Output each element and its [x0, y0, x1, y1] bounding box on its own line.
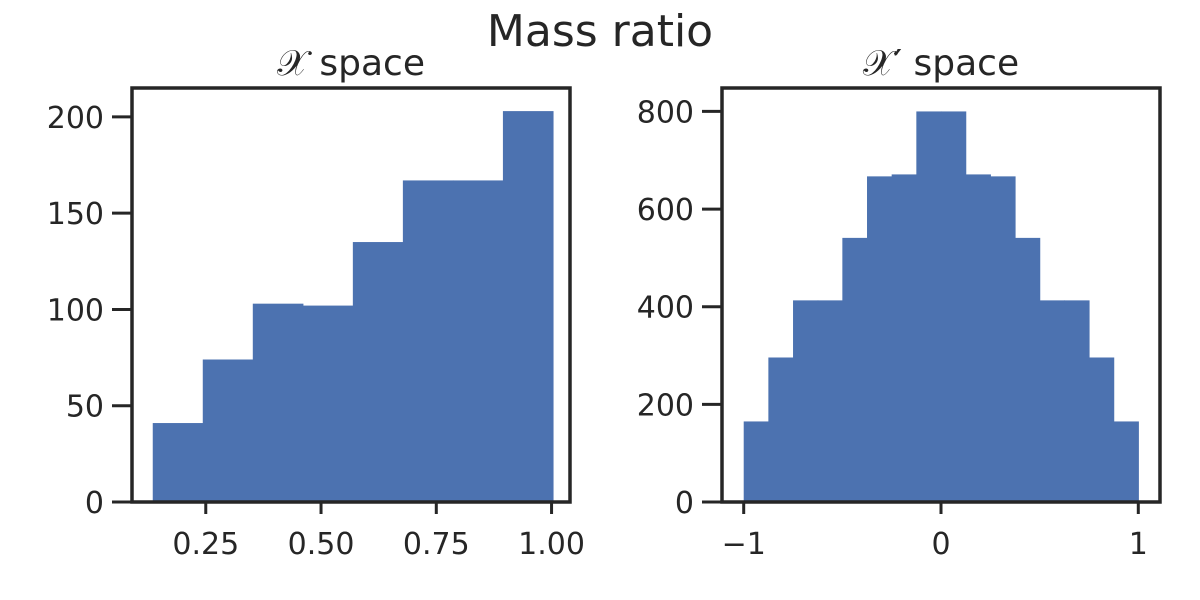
- histogram-bar: [452, 180, 504, 502]
- histogram-bars: [152, 111, 554, 502]
- x-tick-label: 1: [1129, 527, 1148, 562]
- y-tick-label: 200: [47, 101, 104, 136]
- histogram-bar: [252, 303, 304, 502]
- x-axis: 0.25 0.50 0.75 1.00: [172, 502, 585, 562]
- y-tick-label: 400: [637, 291, 694, 326]
- histogram-bar: [768, 357, 794, 502]
- histogram-bar: [916, 111, 942, 502]
- y-tick-label: 800: [637, 95, 694, 130]
- axes-frame: [720, 86, 1162, 504]
- histogram-bars: [743, 111, 1139, 503]
- x-axis: −1 0 1: [722, 502, 1148, 562]
- y-tick-label: 0: [675, 486, 694, 521]
- panel-title: 𝒳′ space: [863, 43, 1019, 84]
- y-axis: 0 200 400 600 800: [637, 95, 722, 521]
- y-tick-label: 150: [47, 197, 104, 232]
- histogram-bar: [1039, 300, 1065, 502]
- histogram-bar: [152, 423, 204, 502]
- y-axis: 0 50 100 150 200: [47, 101, 132, 521]
- y-tick-label: 50: [66, 390, 104, 425]
- histogram-bar: [1088, 357, 1115, 502]
- x-tick-label: 0: [931, 527, 950, 562]
- panel-x-prime-space: 𝒳′ space 0 200 400 600 800 −1 0 1: [637, 43, 1162, 562]
- x-tick-label: −1: [722, 527, 766, 562]
- histogram-bar: [990, 176, 1016, 502]
- histogram-bar: [352, 242, 404, 502]
- histogram-bar: [1014, 237, 1041, 503]
- x-tick-label: 0.50: [288, 527, 355, 562]
- histogram-bar: [965, 174, 991, 503]
- histogram-bar: [891, 174, 917, 503]
- histogram-bar: [1064, 300, 1090, 502]
- histogram-bar: [302, 305, 354, 502]
- y-tick-label: 100: [47, 293, 104, 328]
- x-tick-label: 1.00: [518, 527, 585, 562]
- histogram-bar: [743, 421, 769, 502]
- histogram-bar: [1113, 421, 1139, 502]
- histogram-bar: [867, 176, 893, 502]
- y-tick-label: 0: [85, 486, 104, 521]
- axes-frame: [130, 86, 572, 504]
- histogram-bar: [842, 237, 868, 503]
- histogram-bar: [817, 300, 843, 502]
- histogram-bar: [502, 111, 554, 502]
- x-tick-label: 0.25: [172, 527, 239, 562]
- histogram-bar: [202, 359, 254, 502]
- histogram-bar: [402, 180, 454, 502]
- panel-x-space: 𝒳 space 0 50 100 150 200 0.25 0.50 0.75 1.00: [47, 43, 585, 562]
- y-tick-label: 200: [637, 388, 694, 423]
- figure-title: Mass ratio: [487, 6, 713, 57]
- panel-title: 𝒳 space: [277, 43, 425, 84]
- histogram-bar: [941, 111, 967, 502]
- y-tick-label: 600: [637, 193, 694, 228]
- x-tick-label: 0.75: [403, 527, 470, 562]
- histogram-bar: [793, 300, 819, 502]
